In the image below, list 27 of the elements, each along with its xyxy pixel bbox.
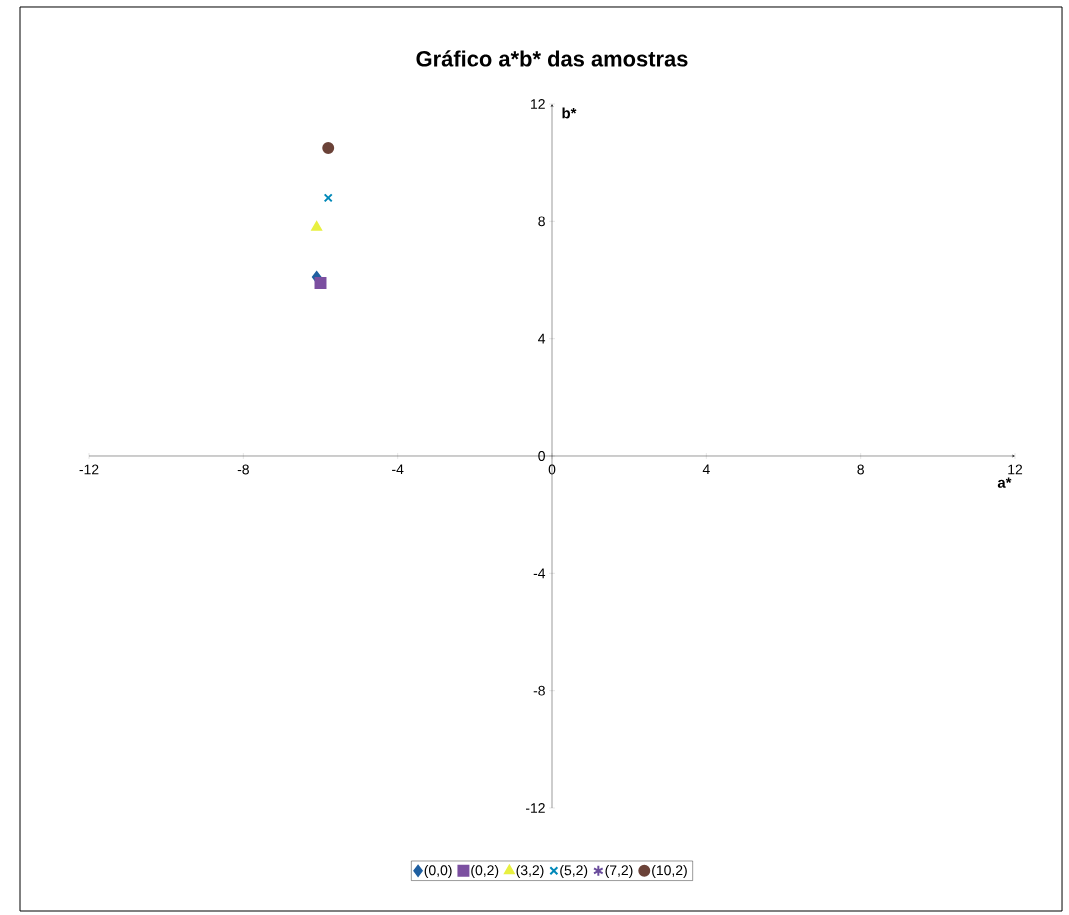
x-tick-label: 0 xyxy=(548,464,556,475)
x-tick-label: -12 xyxy=(79,464,99,475)
x-axis-title: a* xyxy=(997,477,1012,488)
x-tick-label: -8 xyxy=(237,464,249,475)
point xyxy=(322,142,335,154)
x-tick-label: 8 xyxy=(857,464,864,475)
legend-label: (7,2) xyxy=(605,864,633,878)
x-tick-label: 4 xyxy=(702,464,710,475)
point xyxy=(311,221,322,231)
y-axis-title: b* xyxy=(562,107,577,119)
legend-label: (5,2) xyxy=(560,864,588,878)
y-tick-label: -12 xyxy=(525,803,545,813)
legend-label: (0,2) xyxy=(471,864,499,878)
y-tick-label: -8 xyxy=(533,685,545,696)
y-tick-label: 4 xyxy=(538,333,546,344)
x-tick-label: 12 xyxy=(1008,464,1023,475)
chart-title: Gráfico a*b* das amostras xyxy=(416,50,688,67)
y-tick-label: -4 xyxy=(533,568,546,579)
point xyxy=(323,193,333,203)
legend-label: (10,2) xyxy=(652,864,687,878)
y-tick-label: 12 xyxy=(531,99,545,109)
x-tick-label: -4 xyxy=(392,464,404,475)
legend-label: (3,2) xyxy=(516,864,544,878)
point xyxy=(314,276,327,289)
y-tick-label: 8 xyxy=(538,216,545,227)
y-tick-label: 0 xyxy=(538,451,545,461)
legend-label: (0,0) xyxy=(424,864,452,878)
